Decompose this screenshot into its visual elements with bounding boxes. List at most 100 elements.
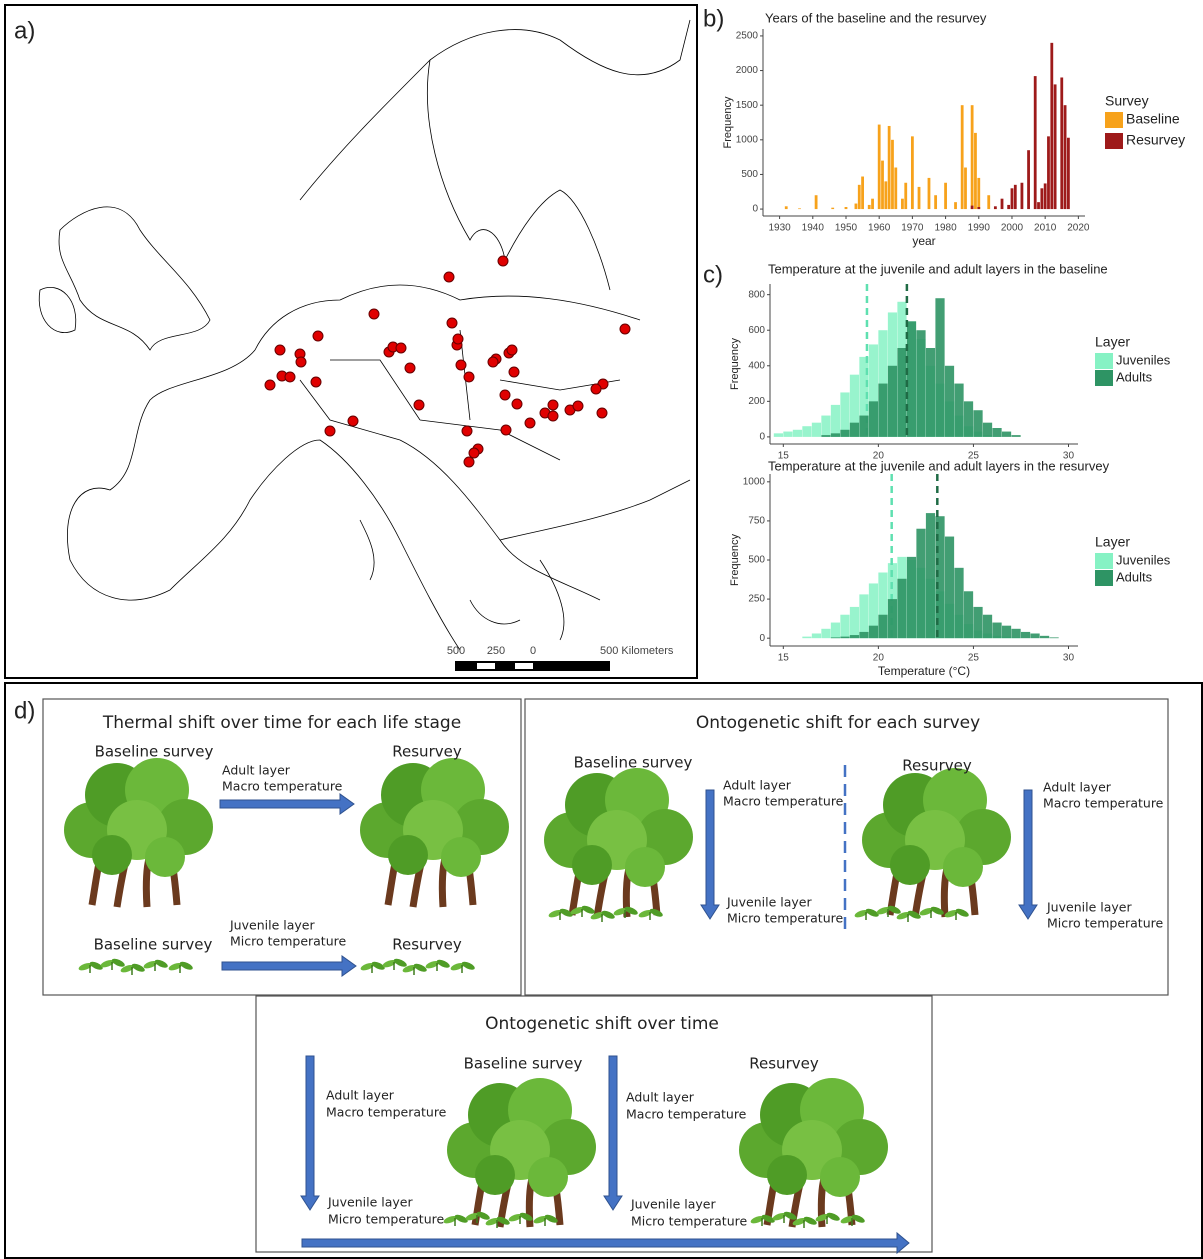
bar	[970, 105, 974, 210]
bar	[877, 124, 881, 210]
legend-title: Layer	[1095, 334, 1130, 350]
bar	[854, 203, 858, 210]
histogram-bar	[1020, 631, 1031, 639]
x-axis-label: Temperature (°C)	[878, 664, 970, 678]
histogram-bar	[916, 330, 926, 437]
bar	[1010, 188, 1014, 210]
scale-label: 500	[447, 645, 465, 657]
histogram-bar	[897, 348, 907, 437]
bar	[881, 160, 884, 210]
y-axis-label: Frequency	[729, 338, 741, 390]
y-tick-label: 2500	[736, 31, 759, 42]
histogram-bar	[802, 426, 812, 437]
x-tick-label: 25	[968, 653, 980, 664]
chart-title: Temperature at the juvenile and adult la…	[768, 458, 1110, 473]
y-tick-label: 500	[748, 555, 765, 566]
y-tick-label: 1000	[736, 134, 759, 145]
bar	[977, 177, 981, 210]
histogram-bar	[906, 556, 917, 639]
histogram-bar	[821, 415, 831, 437]
bar	[844, 206, 848, 210]
bar	[1040, 188, 1044, 210]
histogram-bar	[821, 435, 831, 437]
histogram-bar	[859, 594, 869, 639]
histogram-bar	[992, 428, 1002, 437]
histogram-bar	[849, 422, 860, 437]
y-tick-label: 0	[759, 432, 765, 443]
panel-label: b)	[703, 5, 724, 32]
bar	[867, 204, 871, 210]
bar	[1027, 150, 1030, 210]
bar	[910, 136, 914, 210]
histogram-bar	[849, 635, 860, 639]
histogram-bar	[954, 383, 964, 437]
layer-label: Adult layer	[626, 1090, 695, 1105]
y-tick-label: 2000	[736, 65, 759, 76]
layer-label: Macro temperature	[326, 1105, 447, 1120]
box-title: Thermal shift over time for each life st…	[102, 713, 461, 733]
legend-swatch	[1095, 353, 1113, 369]
bar	[831, 207, 835, 210]
layer-label: Juvenile layer	[327, 1195, 413, 1210]
site-points	[264, 255, 631, 468]
legend-swatch	[1095, 370, 1113, 386]
histogram-bar	[944, 536, 955, 639]
bar	[814, 195, 818, 210]
layer-label: Micro temperature	[631, 1214, 747, 1229]
scale-label: 500 Kilometers	[600, 645, 674, 657]
histogram-bar	[1039, 635, 1050, 639]
survey-label: Baseline survey	[464, 1055, 583, 1073]
bar	[1047, 136, 1050, 210]
histogram-bar	[878, 572, 888, 639]
bar	[1063, 105, 1067, 210]
histogram-bar	[830, 637, 841, 639]
bar	[1067, 137, 1070, 210]
x-axis-label: year	[912, 234, 935, 248]
y-tick-label: 800	[748, 289, 765, 300]
bar	[934, 195, 938, 210]
histogram-bar	[925, 513, 936, 639]
layer-label: Micro temperature	[1047, 916, 1163, 931]
bar	[954, 202, 957, 210]
bar	[1033, 76, 1037, 210]
layer-label: Micro temperature	[230, 934, 346, 949]
map-outline	[38, 19, 691, 651]
x-tick-label: 1950	[835, 223, 858, 234]
legend-label: Juveniles	[1116, 552, 1171, 567]
histogram-bar	[802, 636, 812, 639]
histogram-bar	[982, 422, 993, 437]
histogram-bar	[1011, 628, 1021, 639]
bar	[974, 132, 977, 210]
bar	[798, 208, 801, 210]
panel-label: a)	[14, 17, 35, 44]
histogram-bar	[840, 392, 850, 437]
x-tick-label: 1930	[768, 223, 791, 234]
y-tick-label: 600	[748, 325, 765, 336]
layer-label: Macro temperature	[723, 794, 844, 809]
histogram-bar	[830, 404, 841, 437]
histogram-bar	[963, 591, 974, 639]
histogram-bar	[840, 614, 850, 639]
bar	[1007, 204, 1011, 210]
histogram-bar	[859, 631, 869, 639]
bar	[970, 205, 974, 210]
bar	[1013, 184, 1017, 210]
histogram-bar	[792, 429, 803, 437]
x-tick-label: 1960	[868, 223, 891, 234]
bar	[964, 167, 967, 210]
legend-label: Adults	[1116, 569, 1153, 584]
histogram-bar	[1001, 625, 1012, 639]
y-tick-label: 1500	[736, 100, 759, 111]
survey-label: Resurvey	[392, 936, 462, 954]
x-tick-label: 15	[778, 451, 790, 462]
legend-label: Juveniles	[1116, 352, 1171, 367]
x-tick-label: 25	[968, 451, 980, 462]
histogram-bar	[1011, 435, 1021, 437]
legend-title: Layer	[1095, 534, 1130, 550]
bar	[1043, 183, 1047, 210]
histogram-bar	[982, 614, 993, 639]
layer-label: Macro temperature	[1043, 796, 1164, 811]
survey-label: Resurvey	[902, 757, 972, 775]
y-tick-label: 400	[748, 360, 765, 371]
box-title: Ontogenetic shift over time	[485, 1014, 719, 1034]
